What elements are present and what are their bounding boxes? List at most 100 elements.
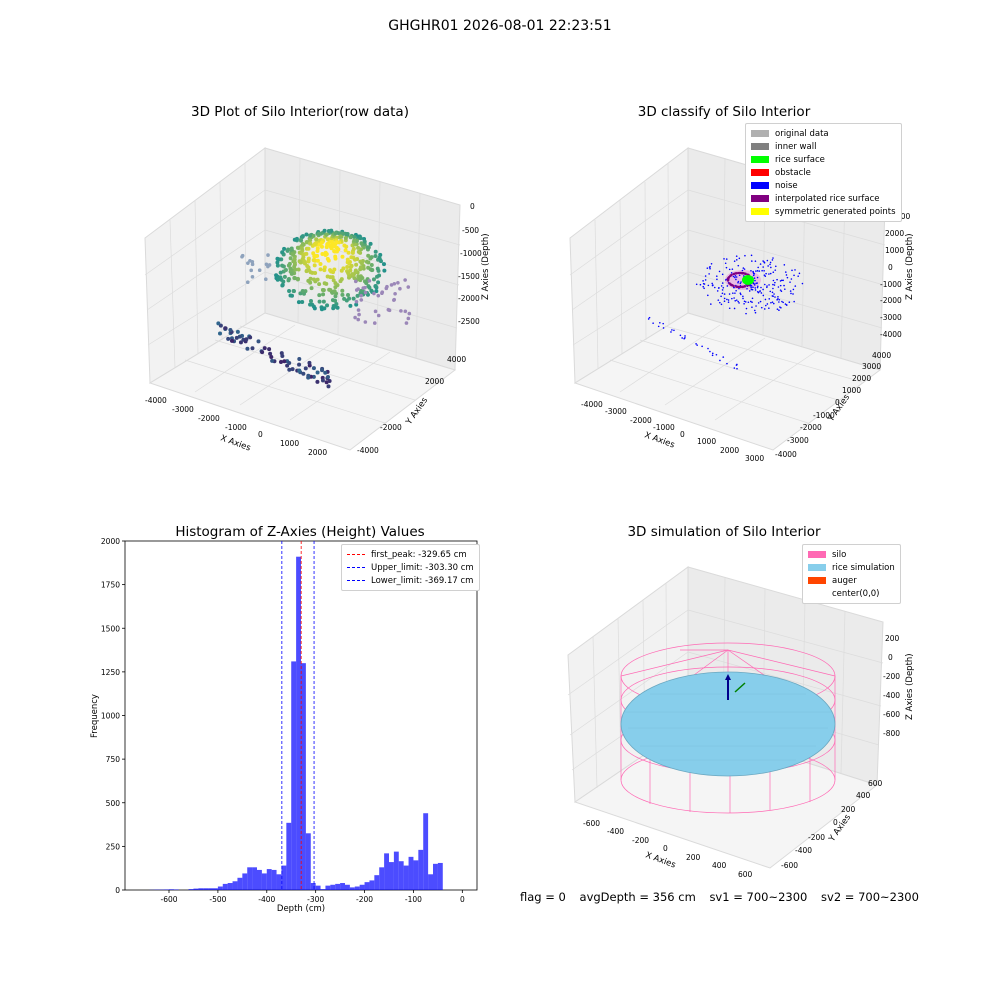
noise-point bbox=[757, 302, 760, 304]
sim-xtick: 400 bbox=[712, 861, 727, 870]
noise-point bbox=[709, 350, 711, 353]
legend-item: obstacle bbox=[751, 166, 896, 179]
legend-label: symmetric generated points bbox=[775, 206, 896, 217]
noise-point bbox=[754, 279, 756, 282]
noise-point bbox=[720, 303, 723, 306]
histogram-bar bbox=[418, 849, 424, 890]
noise-point bbox=[772, 283, 774, 286]
noise-point bbox=[769, 263, 771, 266]
histogram-bar bbox=[237, 877, 243, 890]
noise-point bbox=[695, 283, 698, 286]
data-point bbox=[327, 379, 332, 384]
rice-surface-point bbox=[741, 272, 745, 275]
noise-point bbox=[762, 294, 765, 297]
data-point bbox=[324, 380, 329, 385]
rice-surface-point bbox=[744, 272, 747, 276]
histogram-bar bbox=[213, 888, 218, 890]
data-point bbox=[366, 253, 371, 258]
data-point bbox=[344, 244, 349, 249]
noise-point bbox=[730, 272, 733, 274]
data-point bbox=[282, 246, 287, 251]
data-point bbox=[333, 281, 338, 286]
data-point bbox=[285, 248, 290, 253]
data-point bbox=[216, 321, 221, 326]
data-point bbox=[322, 281, 327, 286]
noise-point bbox=[724, 279, 727, 281]
data-point bbox=[356, 317, 361, 322]
noise-point bbox=[752, 270, 754, 273]
noise-point bbox=[716, 278, 718, 281]
noise-point bbox=[728, 268, 731, 271]
noise-point bbox=[768, 307, 770, 309]
x-tick-label: -200 bbox=[356, 895, 373, 904]
data-point bbox=[399, 309, 403, 313]
data-point bbox=[264, 262, 269, 267]
noise-point bbox=[707, 294, 709, 297]
noise-point bbox=[766, 303, 769, 305]
data-point bbox=[306, 278, 311, 283]
raw-ztick: -2000 bbox=[458, 294, 480, 303]
noise-point bbox=[695, 343, 697, 345]
data-point bbox=[312, 277, 317, 282]
noise-point bbox=[755, 305, 757, 307]
noise-point bbox=[755, 270, 757, 272]
classify-legend: original data inner wall rice surface ob… bbox=[745, 123, 902, 222]
data-point bbox=[387, 308, 392, 313]
noise-point bbox=[785, 274, 788, 276]
data-point bbox=[333, 254, 338, 259]
noise-point bbox=[779, 289, 782, 291]
noise-point bbox=[774, 269, 777, 271]
noise-point bbox=[750, 269, 752, 272]
noise-point bbox=[648, 316, 651, 319]
data-point bbox=[356, 249, 361, 254]
noise-point bbox=[750, 284, 752, 286]
histogram-bar bbox=[193, 888, 199, 890]
noise-point bbox=[794, 269, 796, 271]
data-point bbox=[345, 264, 350, 269]
data-point bbox=[321, 292, 326, 297]
data-point bbox=[311, 374, 316, 379]
hist-ylabel: Frequency bbox=[90, 694, 100, 738]
data-point bbox=[333, 285, 338, 290]
noise-point bbox=[778, 309, 780, 312]
data-point bbox=[338, 279, 343, 284]
noise-point bbox=[780, 279, 783, 282]
legend-label: Lower_limit: -369.17 cm bbox=[371, 575, 474, 586]
noise-point bbox=[723, 258, 725, 260]
legend-swatch bbox=[808, 551, 826, 558]
status-footer: flag = 0 avgDepth = 356 cm sv1 = 700~230… bbox=[520, 890, 929, 904]
data-point bbox=[318, 267, 323, 272]
data-point bbox=[289, 247, 294, 252]
noise-point bbox=[792, 293, 794, 295]
data-point bbox=[357, 312, 361, 317]
noise-point bbox=[725, 266, 728, 269]
noise-point bbox=[673, 329, 675, 332]
data-point bbox=[334, 240, 339, 245]
legend-label: silo bbox=[832, 549, 847, 560]
legend-swatch bbox=[751, 143, 769, 150]
sim-ztick: -200 bbox=[883, 672, 900, 681]
data-point bbox=[380, 291, 384, 296]
noise-point bbox=[760, 286, 762, 289]
histogram-axes: -600 -500 -400 -300 -200 -100 0 0 250 500 750 1000 1… bbox=[90, 537, 478, 914]
data-point bbox=[403, 309, 408, 314]
data-point bbox=[326, 384, 331, 389]
data-point bbox=[325, 243, 330, 248]
data-point bbox=[307, 360, 312, 365]
data-point bbox=[319, 307, 324, 312]
legend-swatch bbox=[751, 130, 769, 137]
data-point bbox=[343, 235, 348, 240]
data-point bbox=[369, 255, 374, 260]
data-point bbox=[318, 262, 323, 267]
histogram-bar bbox=[296, 556, 301, 890]
cls-ztick: 1000 bbox=[885, 246, 904, 255]
data-point bbox=[315, 277, 320, 282]
data-point bbox=[306, 259, 311, 264]
noise-point bbox=[738, 257, 741, 260]
histogram-bar bbox=[340, 883, 345, 890]
rice-surface-point bbox=[727, 275, 731, 279]
noise-point bbox=[790, 278, 793, 280]
noise-point bbox=[784, 303, 787, 305]
data-point bbox=[350, 250, 355, 255]
legend-label: first_peak: -329.65 cm bbox=[371, 549, 467, 560]
